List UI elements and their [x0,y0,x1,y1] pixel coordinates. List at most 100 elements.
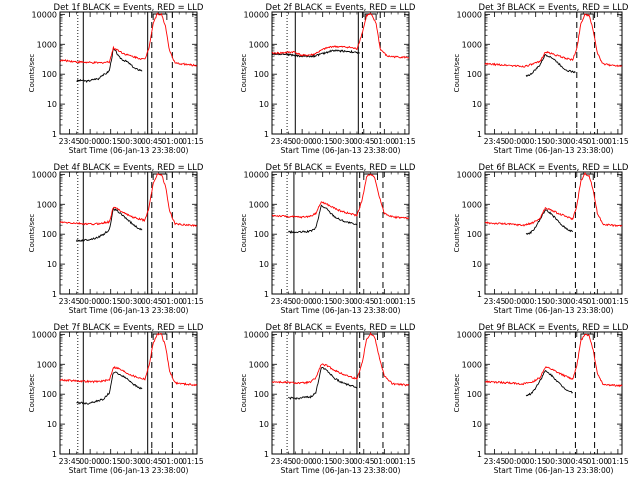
x-tick-label: 23:45 [271,457,293,466]
x-tick-label: 00:00 [291,137,313,146]
panel-title: Det 4f BLACK = Events, RED = LLD [54,163,204,173]
y-tick-label: 1 [264,130,269,139]
x-tick-label: 00:15 [525,297,547,306]
x-tick-label: 01:15 [394,297,416,306]
x-tick-label: 00:15 [100,297,122,306]
y-tick-label: 1 [477,450,482,459]
x-tick-label: 00:45 [141,297,163,306]
y-tick-label: 100 [254,70,269,79]
y-tick-label: 10000 [457,170,482,179]
y-tick-label: 1000 [249,40,269,49]
x-tick-label: 00:00 [79,137,101,146]
x-tick-label: 00:00 [79,297,101,306]
x-tick-label: 01:15 [607,457,629,466]
x-tick-label: 00:45 [353,297,375,306]
x-tick-label: 01:15 [182,297,204,306]
x-tick-label: 23:45 [59,457,81,466]
y-tick-label: 1 [477,130,482,139]
x-tick-label: 00:30 [332,137,354,146]
y-axis-label: Counts/sec [453,374,461,413]
y-tick-label: 10000 [244,330,269,339]
y-axis-label: Counts/sec [240,54,248,93]
y-tick-label: 100 [42,230,57,239]
y-tick-label: 10000 [244,10,269,19]
x-tick-label: 01:00 [587,137,609,146]
x-tick-label: 01:15 [182,457,204,466]
plot-frame [271,11,410,135]
x-tick-label: 00:30 [332,297,354,306]
y-tick-label: 1000 [249,200,269,209]
interval-bracket [580,333,594,340]
y-axis-label: Counts/sec [453,54,461,93]
series-lld-line [271,12,410,59]
y-axis-label: Counts/sec [28,54,36,93]
x-tick-label: 00:30 [545,137,567,146]
plot-frame [59,11,198,135]
panel-title: Det 1f BLACK = Events, RED = LLD [54,3,204,13]
x-tick-label: 00:00 [504,137,526,146]
y-tick-label: 10 [47,100,57,109]
panel-title: Det 2f BLACK = Events, RED = LLD [266,3,416,13]
x-tick-label: 23:45 [484,297,506,306]
plot-frame [271,331,410,455]
plot-frame [59,171,198,295]
x-tick-label: 00:30 [545,457,567,466]
x-tick-label: 01:15 [607,137,629,146]
y-axis-label: Counts/sec [453,214,461,253]
y-tick-label: 10000 [244,170,269,179]
y-tick-label: 1000 [462,40,482,49]
series-lld-line [59,173,198,227]
x-tick-label: 00:00 [504,297,526,306]
series-lld-line [271,332,410,387]
interval-bracket [152,13,168,20]
panel-title: Det 6f BLACK = Events, RED = LLD [479,163,629,173]
y-tick-label: 10 [259,260,269,269]
y-tick-label: 1000 [462,200,482,209]
panel-title: Det 9f BLACK = Events, RED = LLD [479,323,629,333]
x-tick-label: 23:45 [484,457,506,466]
x-tick-label: 00:15 [312,137,334,146]
x-tick-label: 01:00 [374,297,396,306]
x-axis-label: Start Time (06-Jan-13 23:38:00) [281,466,401,475]
y-tick-label: 100 [254,390,269,399]
x-tick-label: 00:30 [120,137,142,146]
panel-title: Det 5f BLACK = Events, RED = LLD [266,163,416,173]
y-tick-label: 100 [42,70,57,79]
x-tick-label: 23:45 [59,297,81,306]
x-tick-label: 01:00 [162,137,184,146]
x-tick-label: 00:15 [100,137,122,146]
y-tick-label: 100 [42,390,57,399]
plot-frame [484,331,623,455]
series-lld-line [484,13,623,68]
series-lld-line [484,333,623,388]
plot-frame [484,11,623,135]
y-tick-label: 10000 [457,10,482,19]
y-tick-label: 100 [467,230,482,239]
interval-bracket [580,173,594,180]
detector-panel-9: 1 10 100 1000 10000 23:4500:0000:1500:3000:45… [453,323,629,475]
x-tick-label: 01:15 [394,457,416,466]
series-events-line [271,49,360,58]
x-tick-label: 00:45 [353,457,375,466]
x-tick-label: 23:45 [271,297,293,306]
y-tick-label: 10000 [457,330,482,339]
y-tick-label: 10 [472,100,482,109]
y-axis-label: Counts/sec [240,374,248,413]
y-tick-label: 1000 [37,200,57,209]
x-tick-label: 00:15 [312,297,334,306]
detector-panel-3: 1 10 100 1000 10000 23:4500:0000:1500:3000:45… [453,3,629,155]
series-events-line [288,367,358,401]
y-tick-label: 1 [52,130,57,139]
x-tick-label: 00:45 [141,137,163,146]
x-tick-label: 00:45 [353,137,375,146]
y-axis-label: Counts/sec [28,374,36,413]
x-tick-label: 00:15 [525,457,547,466]
y-tick-label: 1000 [249,360,269,369]
series-lld-line [59,332,198,387]
x-tick-label: 01:00 [374,137,396,146]
x-tick-label: 00:45 [566,297,588,306]
detector-panel-6: 1 10 100 1000 10000 23:4500:0000:1500:3000:45… [453,163,629,315]
series-events-line [76,371,143,405]
y-tick-label: 10 [472,260,482,269]
series-lld-line [59,12,198,67]
